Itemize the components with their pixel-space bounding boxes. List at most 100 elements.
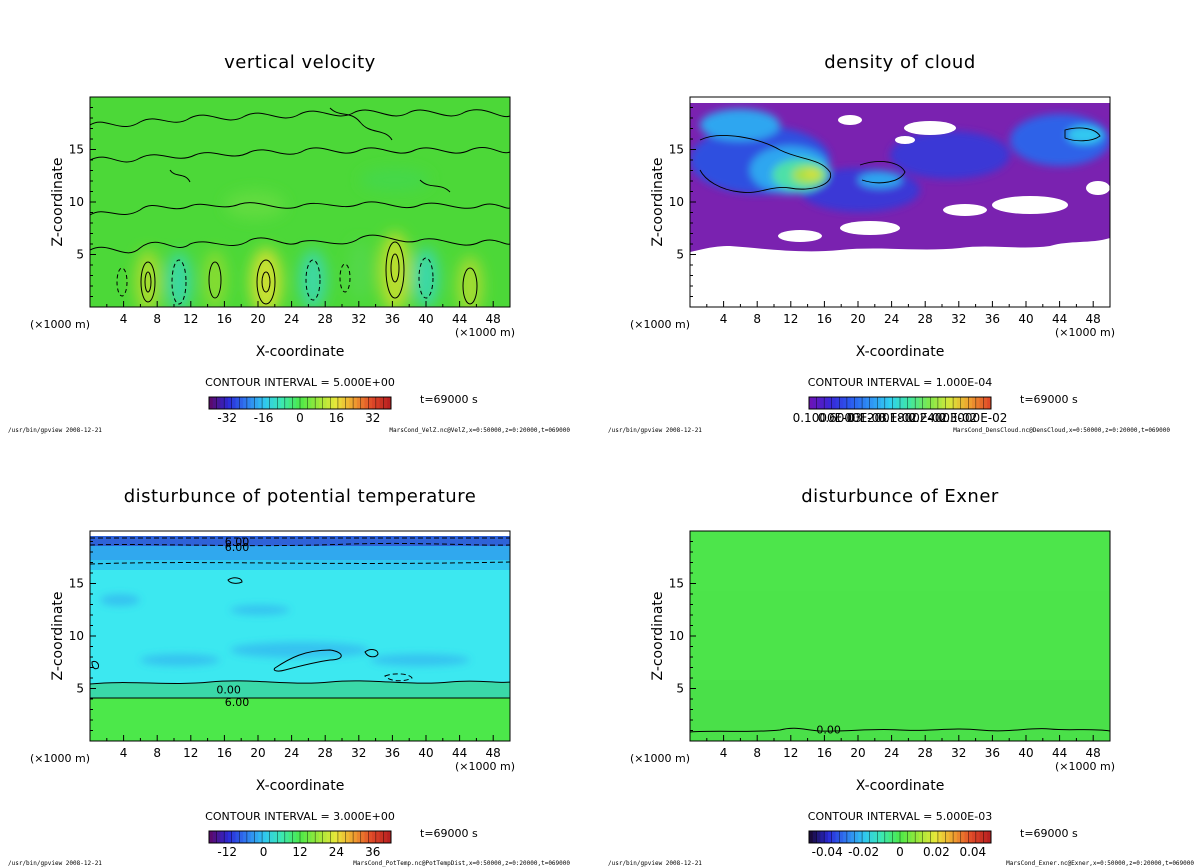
colorbar-cell bbox=[258, 397, 263, 409]
y-axis-label: Z-coordinate bbox=[50, 591, 66, 680]
colorbar-label: 0 bbox=[896, 845, 904, 859]
footer-right: MarsCond_Exner.nc@Exner,x=0:50000,z=0:20… bbox=[1006, 860, 1194, 867]
x-tick-label: 20 bbox=[850, 312, 865, 326]
colorbar-cell bbox=[360, 831, 365, 843]
x-tick-label: 48 bbox=[486, 746, 501, 760]
colorbar-cell bbox=[243, 397, 248, 409]
colorbar-label: 0.1200E-02 bbox=[848, 411, 917, 425]
colorbar-cell bbox=[835, 397, 840, 409]
colorbar-cell bbox=[877, 831, 882, 843]
colorbar-cell bbox=[372, 397, 377, 409]
colorbar-cell bbox=[960, 831, 965, 843]
heatmap-field: 6.006.000.006.00 bbox=[90, 531, 510, 741]
contour-interval: CONTOUR INTERVAL = 5.000E-03 bbox=[808, 810, 992, 823]
contour-label: 0.00 bbox=[816, 723, 841, 736]
colorbar-cell bbox=[922, 831, 928, 843]
x-unit-right: (×1000 m) bbox=[1055, 326, 1115, 339]
colorbar-label: 0.04 bbox=[959, 845, 986, 859]
x-axis: 4 8 12 16 20 24 28 32 36 40 44 48 bbox=[106, 301, 501, 326]
colorbar-cell bbox=[212, 397, 218, 409]
colorbar-cell bbox=[216, 831, 221, 843]
colorbar-cell bbox=[831, 397, 837, 409]
x-unit-right: (×1000 m) bbox=[1055, 760, 1115, 773]
colorbar-label: 0 bbox=[296, 411, 304, 425]
colorbar-cell bbox=[231, 397, 237, 409]
colorbar-cell bbox=[869, 397, 874, 409]
x-axis: 4 8 12 16 20 24 28 32 36 40 44 48 bbox=[706, 735, 1101, 760]
colorbar-label: 32 bbox=[365, 411, 380, 425]
colorbar-cell bbox=[900, 831, 905, 843]
colorbar-cell bbox=[960, 397, 965, 409]
colorbar-cell bbox=[307, 397, 312, 409]
colorbar-cell bbox=[956, 831, 962, 843]
y-tick-label: 10 bbox=[69, 195, 84, 209]
colorbar-cell bbox=[227, 831, 233, 843]
colorbar-cell bbox=[311, 397, 316, 409]
x-tick-label: 48 bbox=[1086, 746, 1101, 760]
y-tick-label: 5 bbox=[76, 248, 84, 262]
time-label: t=69000 s bbox=[420, 393, 478, 406]
y-tick-label: 15 bbox=[69, 143, 84, 157]
colorbar-cell bbox=[945, 831, 950, 843]
colorbar-cell bbox=[835, 831, 840, 843]
panel-vertical-velocity: vertical velocity bbox=[8, 52, 570, 434]
colorbar: 0.1000E-030.6000E-030.1200E-020.1800E-02… bbox=[793, 396, 1007, 425]
colorbar-cell bbox=[269, 397, 274, 409]
colorbar-cell bbox=[945, 397, 950, 409]
colorbar-cell bbox=[322, 397, 328, 409]
x-tick-label: 16 bbox=[817, 312, 832, 326]
colorbar-cell bbox=[972, 831, 977, 843]
colorbar-label: 0.02 bbox=[923, 845, 950, 859]
colorbar-cell bbox=[975, 397, 981, 409]
contour-interval: CONTOUR INTERVAL = 1.000E-04 bbox=[808, 376, 992, 389]
x-tick-label: 28 bbox=[318, 746, 333, 760]
colorbar-cell bbox=[334, 831, 339, 843]
contour-label: 6.00 bbox=[225, 696, 250, 709]
colorbar-frame bbox=[808, 396, 992, 410]
colorbar-cell bbox=[915, 397, 920, 409]
x-tick-label: 8 bbox=[153, 746, 161, 760]
footer-right: MarsCond_VelZ.nc@VelZ,x=0:50000,z=0:2000… bbox=[389, 427, 570, 434]
y-axis: 5 10 15 bbox=[669, 541, 696, 731]
x-unit-left: (×1000 m) bbox=[630, 318, 690, 331]
colorbar-cell bbox=[262, 397, 267, 409]
colorbar-cell bbox=[824, 831, 829, 843]
colorbar-cell bbox=[903, 397, 909, 409]
x-tick-label: 44 bbox=[452, 312, 467, 326]
y-tick-label: 15 bbox=[669, 143, 684, 157]
colorbar-cell bbox=[375, 831, 381, 843]
colorbar-cell bbox=[300, 397, 305, 409]
colorbar-cell bbox=[254, 831, 259, 843]
colorbar-cell bbox=[941, 831, 946, 843]
colorbar-cell bbox=[911, 397, 916, 409]
colorbar-cell bbox=[987, 397, 992, 409]
colorbar-cell bbox=[953, 831, 958, 843]
colorbar-cell bbox=[892, 831, 897, 843]
colorbar-cell bbox=[918, 397, 924, 409]
colorbar-cell bbox=[250, 397, 255, 409]
colorbar-cell bbox=[288, 397, 293, 409]
colorbar-cell bbox=[854, 831, 859, 843]
velocity-negative-contours bbox=[116, 257, 434, 305]
colorbar-cell bbox=[877, 397, 882, 409]
colorbar-label: 0 bbox=[260, 845, 268, 859]
heatmap-field bbox=[690, 97, 1110, 307]
colorbar-label: -0.04 bbox=[812, 845, 843, 859]
colorbar-cell bbox=[364, 831, 369, 843]
colorbar-cell bbox=[858, 831, 863, 843]
mid-patches bbox=[100, 594, 470, 666]
x-tick-label: 20 bbox=[850, 746, 865, 760]
colorbar-cell bbox=[239, 831, 244, 843]
colorbar-cell bbox=[873, 831, 878, 843]
colorbar-cell bbox=[869, 831, 874, 843]
colorbar-cell bbox=[937, 831, 943, 843]
x-tick-label: 8 bbox=[153, 312, 161, 326]
band-top bbox=[90, 536, 510, 546]
panel-title: vertical velocity bbox=[224, 52, 376, 73]
x-tick-label: 36 bbox=[385, 312, 400, 326]
colorbar-cell bbox=[315, 397, 320, 409]
colorbar-cell bbox=[322, 831, 328, 843]
colorbar-cell bbox=[907, 831, 912, 843]
colorbar-label: 16 bbox=[329, 411, 344, 425]
colorbar-cell bbox=[383, 397, 388, 409]
